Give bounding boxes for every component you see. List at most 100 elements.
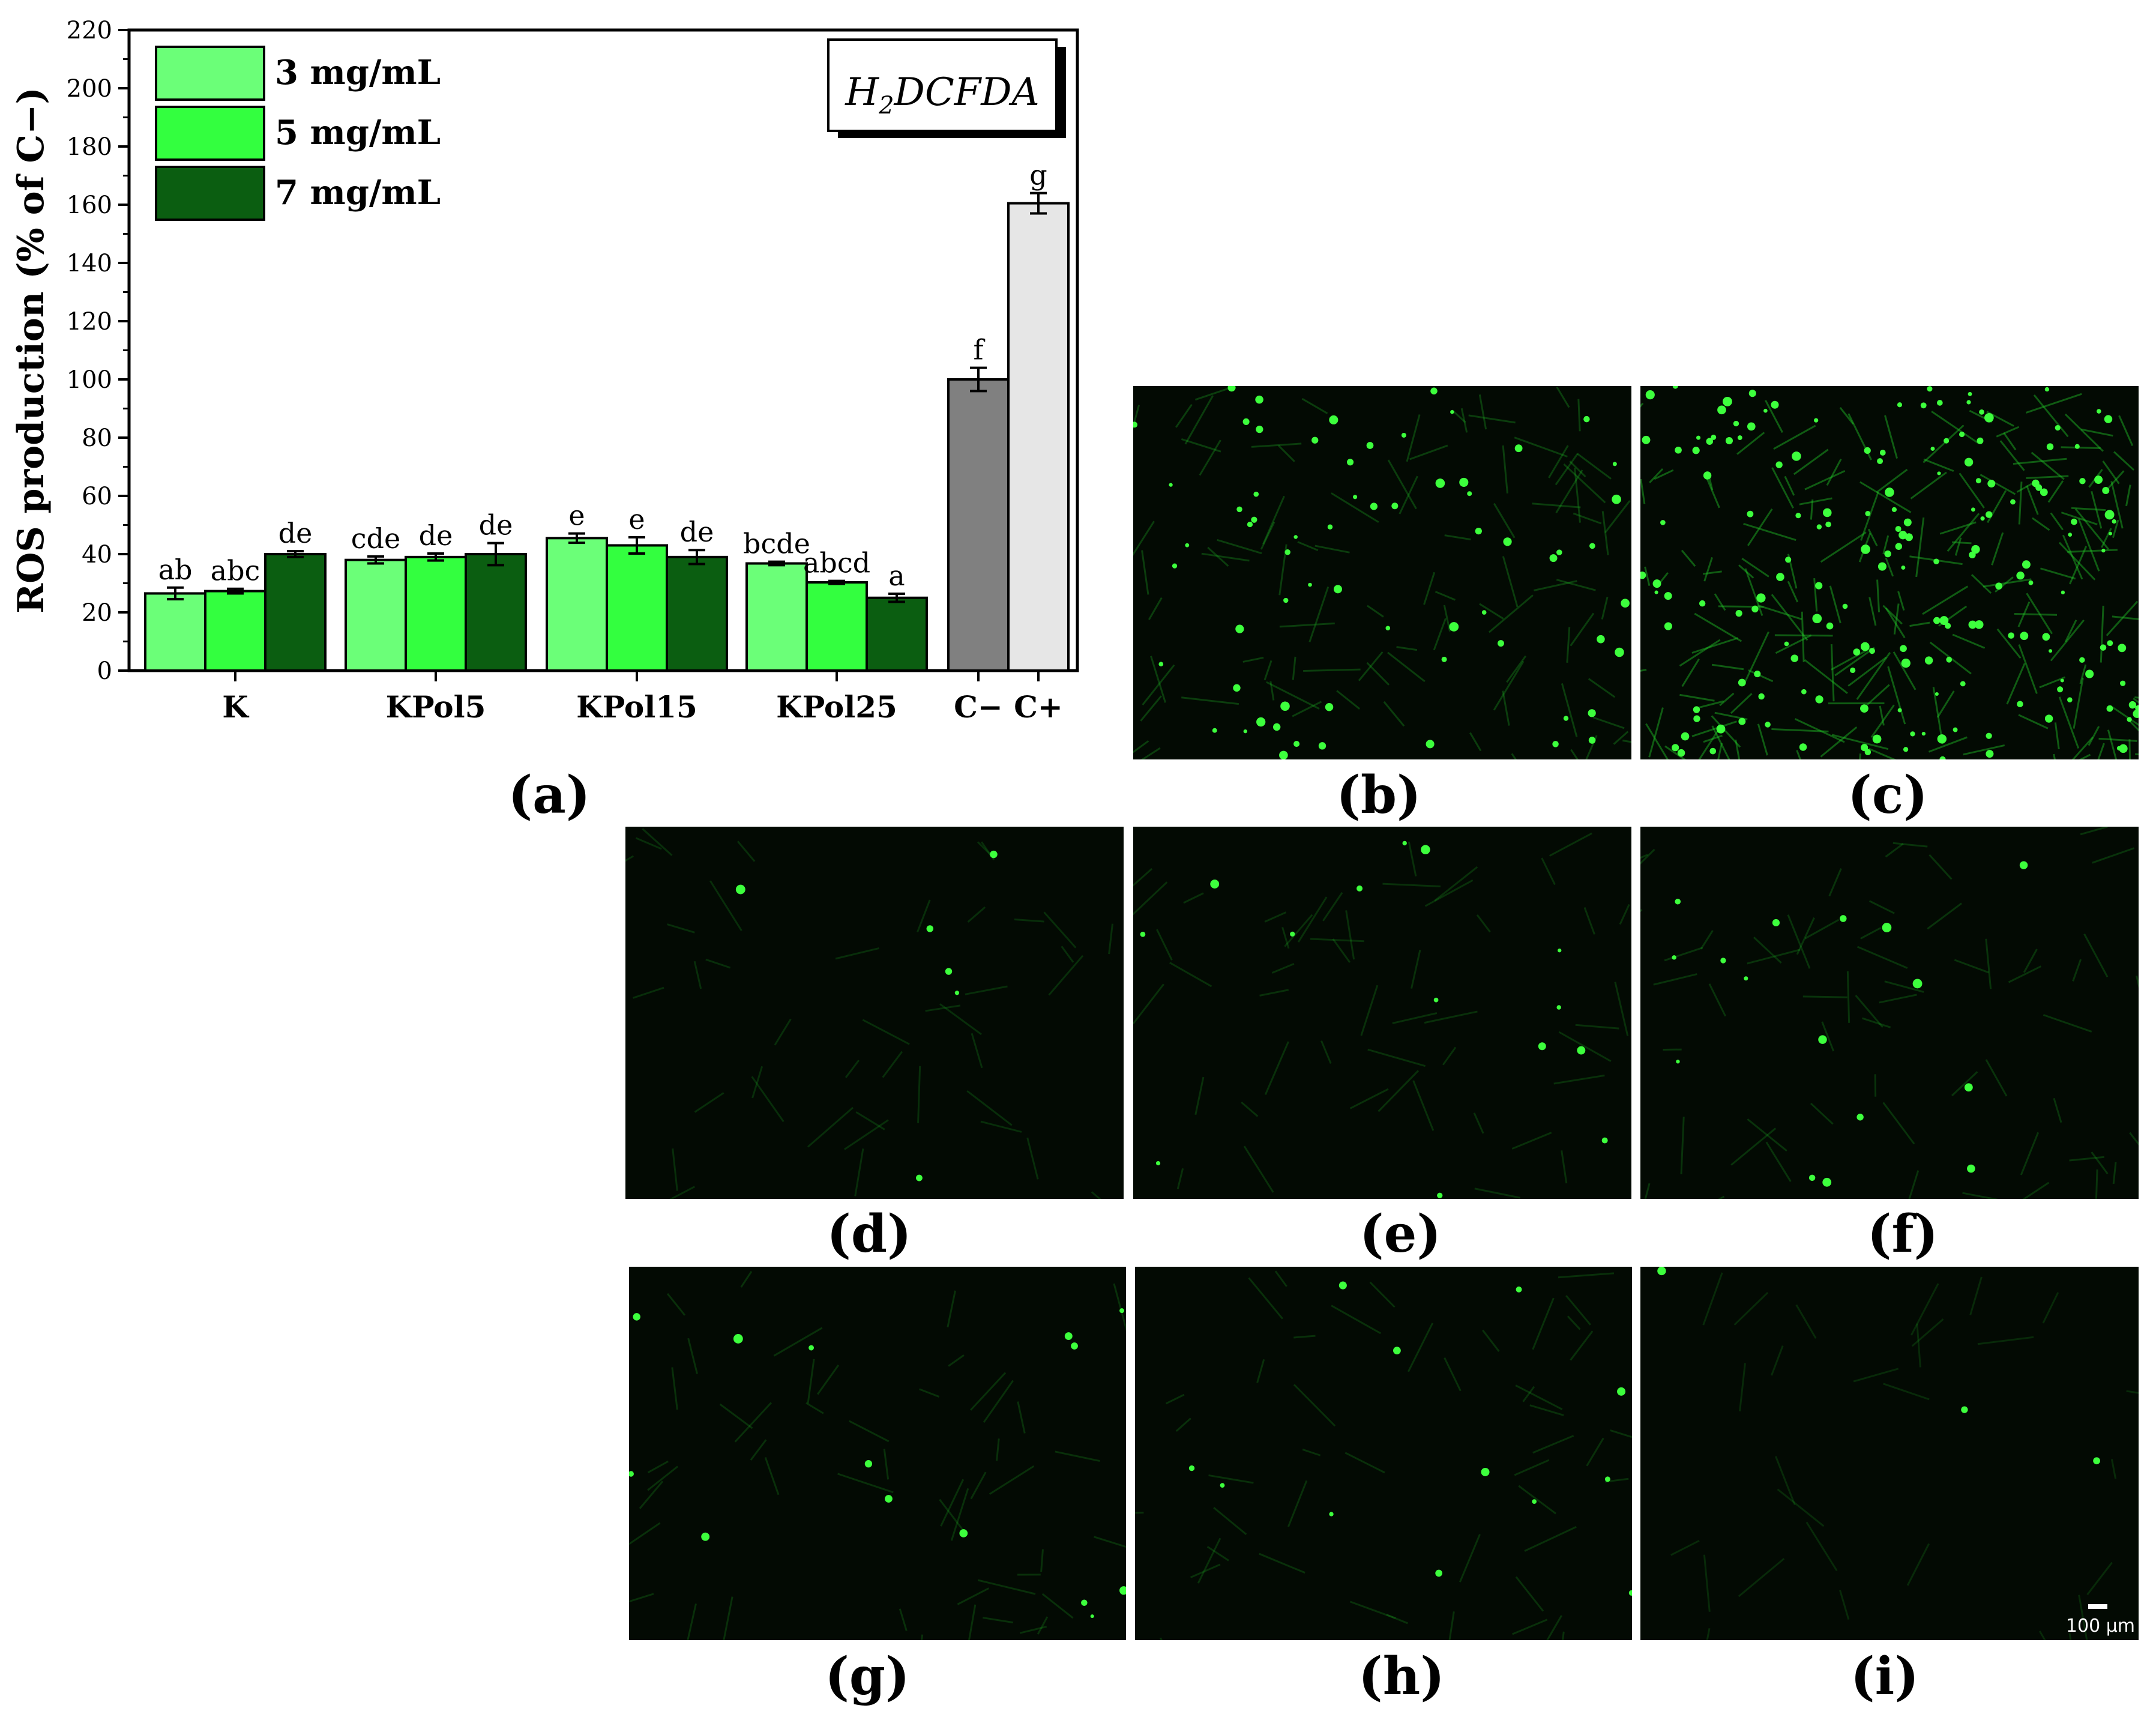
cell-fiber (1868, 597, 1877, 626)
fluorescent-cell (1959, 431, 1965, 438)
fluorescent-cell (2032, 479, 2040, 487)
cell-fiber (1541, 857, 1556, 886)
fluorescent-cell (1481, 610, 1487, 615)
fluorescent-cell (1188, 1465, 1195, 1471)
cell-fiber (1532, 502, 1581, 508)
micrograph-b (1133, 386, 1631, 759)
cell-fiber (1140, 695, 1162, 722)
cell-fiber (1613, 731, 1629, 745)
cell-fiber (1262, 495, 1285, 545)
fluorescent-cell (1864, 447, 1871, 454)
cell-fiber (1796, 917, 1815, 955)
cell-fiber (1702, 570, 1722, 575)
cell-fiber (1207, 546, 1229, 567)
x-tick-label: KPol5 (386, 689, 486, 725)
cell-fiber (1736, 432, 1765, 455)
fluorescent-cell (1748, 390, 1756, 397)
fluorescent-cell (2028, 580, 2034, 585)
cell-fiber (1514, 436, 1568, 458)
cell-fiber (740, 1270, 753, 1288)
cell-fiber (948, 1354, 965, 1367)
cell-fiber (1263, 660, 1272, 681)
cell-fiber (1765, 1141, 1792, 1182)
fluorescent-cell (1939, 616, 1949, 625)
fluorescent-cell (1617, 1387, 1626, 1396)
fluorescent-cell (1825, 521, 1831, 528)
cell-fiber (1939, 521, 1977, 535)
cell-fiber (977, 1579, 1036, 1595)
fluorescent-cell (1872, 734, 1882, 744)
cell-fiber (2061, 446, 2101, 450)
fluorescent-cell (2094, 475, 2103, 484)
cell-fiber (989, 1465, 1035, 1495)
cell-fiber (1303, 668, 1361, 672)
y-tick-label: 80 (82, 424, 112, 452)
cell-fiber (1923, 424, 1965, 463)
cell-fiber (940, 1479, 965, 1527)
fluorescent-cell (1693, 706, 1700, 713)
cell-fiber (807, 1359, 815, 1404)
cell-fiber (1753, 937, 1782, 964)
cell-fiber (1159, 1637, 1163, 1640)
fluorescent-cell (1977, 437, 1984, 444)
fluorescent-cell (1964, 1083, 1973, 1092)
cell-fiber (1279, 622, 1335, 628)
cell-fiber (2061, 511, 2098, 525)
cell-fiber (2110, 481, 2124, 529)
cell-fiber (1738, 564, 1754, 579)
cell-fiber (1284, 914, 1313, 947)
cell-fiber (1281, 926, 1290, 949)
cell-fiber (1474, 1187, 1520, 1199)
panel-label-g: (g) (825, 1646, 910, 1707)
cell-fiber (1037, 1616, 1049, 1635)
cell-fiber (1986, 490, 2007, 524)
micrograph-g (629, 1267, 1126, 1640)
significance-letter: f (973, 334, 985, 366)
fluorescent-cell (1975, 478, 1981, 484)
cell-fiber (1670, 1539, 1700, 1556)
cell-fiber (2058, 542, 2096, 581)
fluorescent-cell (2016, 571, 2025, 580)
fluorescent-cell (1370, 502, 1378, 510)
fluorescent-cell (1664, 592, 1672, 600)
fluorescent-cell (1901, 565, 1906, 570)
fluorescent-cell (1210, 880, 1220, 889)
fluorescent-cell (2010, 499, 2016, 505)
cell-fiber (1569, 460, 1586, 478)
cell-fiber (1885, 843, 1904, 858)
cell-fiber (1336, 690, 1361, 710)
fluorescent-cell (1645, 390, 1655, 400)
cell-fiber (1859, 753, 1861, 759)
cell-fiber (2071, 736, 2094, 759)
fluorescent-cell (1842, 603, 1848, 609)
cell-fiber (899, 1608, 908, 1631)
cell-fiber (1706, 1628, 1711, 1640)
fluorescent-cell (1920, 402, 1927, 409)
fluorescent-cell (1628, 1590, 1632, 1596)
fluorescent-cell (1071, 1342, 1078, 1350)
cell-fiber (1702, 1272, 1723, 1326)
cell-fiber (2102, 460, 2120, 484)
cell-fiber (1922, 585, 1969, 615)
fluorescent-cell (1903, 747, 1909, 752)
cell-fiber (1915, 517, 1925, 578)
fluorescent-cell (916, 1174, 923, 1181)
cell-fiber (1297, 541, 1319, 552)
cell-fiber (1412, 1080, 1435, 1131)
cell-fiber (1771, 1345, 1784, 1376)
cell-fiber (1787, 581, 1799, 603)
y-tick-label: 140 (67, 250, 112, 277)
bar (345, 558, 407, 672)
fluorescent-cell (1995, 582, 2003, 590)
fluorescent-cell (1441, 656, 1447, 662)
fluorescent-cell (1426, 740, 1435, 749)
fluorescent-cell (2042, 633, 2050, 641)
cell-fiber (1679, 639, 1721, 667)
cell-fiber (719, 1403, 753, 1429)
cell-fiber (983, 1617, 1014, 1624)
cell-fiber (1711, 725, 1730, 759)
micrograph-i[interactable]: 100 μm (1640, 1267, 2139, 1640)
cell-fiber (1396, 646, 1418, 651)
fluorescent-cell (1677, 749, 1685, 757)
fluorescent-cell (1556, 549, 1562, 555)
